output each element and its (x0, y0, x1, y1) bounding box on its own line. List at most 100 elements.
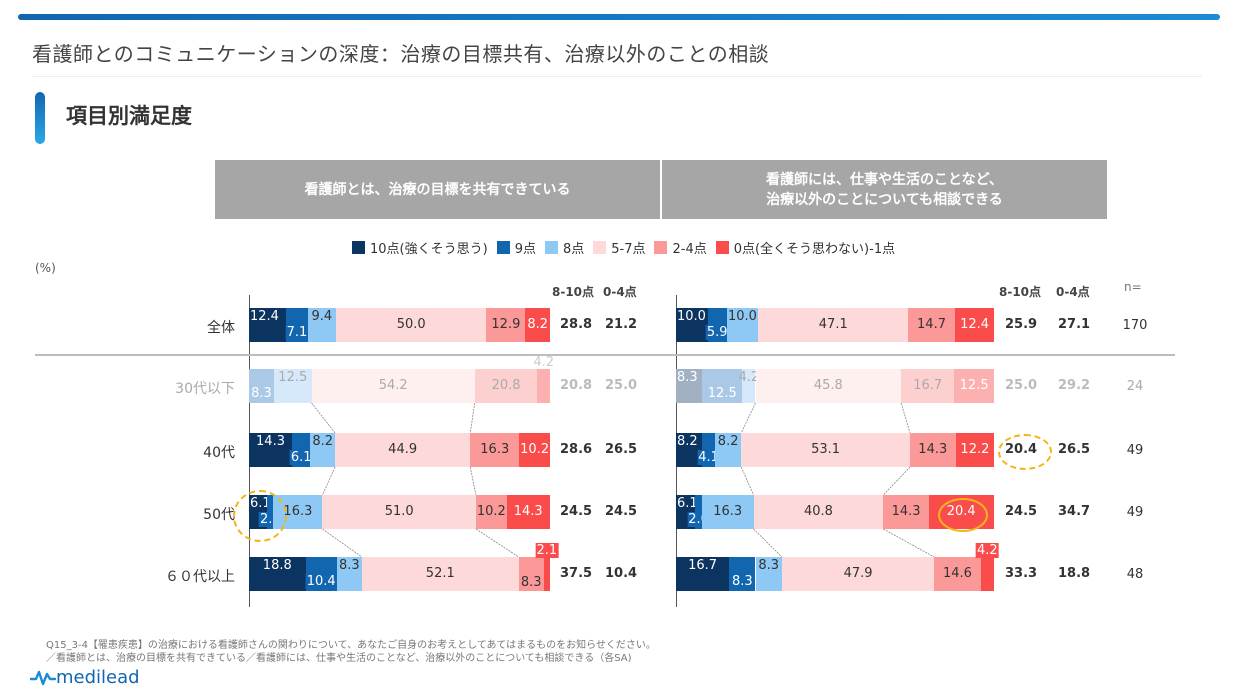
legend-item-p9: 9点 (496, 238, 536, 257)
segment-value-label: 12.5 (278, 370, 308, 385)
connector-line (322, 466, 336, 496)
legend-label: 2-4点 (672, 242, 707, 257)
section-accent-bar (35, 92, 45, 144)
legend-label: 9点 (514, 242, 536, 257)
segment-value-label: 16.3 (480, 442, 510, 457)
sample-size: 49 (1126, 443, 1144, 458)
bar-segment-p24 (518, 557, 544, 591)
segment-value-label: 12.9 (491, 317, 521, 332)
top-box-value: 28.6 (560, 442, 593, 457)
segment-value-label: 8.2 (717, 434, 739, 449)
bar-segment-p24 (901, 369, 955, 403)
section-title: 項目別満足度 (66, 104, 192, 128)
bar-segment-p57 (781, 557, 935, 591)
segment-value-label: 12.5 (959, 378, 989, 393)
bottom-box-value: 29.2 (1058, 378, 1091, 393)
connector-line (740, 466, 754, 496)
segment-value-label: 18.8 (262, 558, 292, 573)
row-label: 全体 (207, 320, 235, 336)
bar-segment-p24 (486, 308, 526, 342)
connector-line (883, 528, 935, 558)
bar-segment-p8 (715, 433, 742, 467)
top-box-value: 25.0 (1005, 378, 1038, 393)
segment-value-label: 7.1 (285, 325, 309, 340)
page-title: 看護師とのコミュニケーションの深度：治療の目標共有、治療以外のことの相談 (32, 42, 770, 66)
bar-segment-p57 (741, 433, 911, 467)
logo-text: medilead (56, 667, 140, 688)
bar-segment-p8 (701, 495, 754, 529)
connector-line (753, 528, 783, 558)
segment-value-label: 40.8 (803, 504, 833, 519)
title-divider (32, 76, 1202, 77)
bar-segment-p24 (475, 495, 507, 529)
segment-value-label: 14.3 (891, 504, 921, 519)
segment-value-label: 54.2 (378, 378, 408, 393)
panel-header-non-treatment-consult: 看護師には、仕事や生活のことなど、 治療以外のことについても相談できる (662, 160, 1107, 219)
bar-segment-p57 (335, 308, 487, 342)
bar-segment-p8 (307, 308, 336, 342)
bottom-box-value: 24.5 (605, 504, 638, 519)
segment-value-label: 4.1 (697, 450, 720, 465)
bar-segment-p01 (955, 433, 995, 467)
bar-segment-p01 (506, 495, 550, 529)
segment-value-label: 8.3 (730, 574, 754, 589)
segment-value-label: 16.3 (713, 504, 743, 519)
legend-label: 5-7点 (611, 242, 646, 257)
segment-value-label: 8.2 (676, 434, 699, 449)
row-label: 30代以下 (175, 381, 235, 397)
legend-swatch (715, 241, 729, 254)
segment-value-label: 20.8 (491, 378, 521, 393)
segment-value-label: 14.3 (918, 442, 948, 457)
highlight-ring (938, 498, 988, 532)
segment-value-label: 10.2 (520, 442, 550, 457)
bar-segment-p01 (954, 369, 994, 403)
bottom-box-value: 10.4 (605, 566, 638, 581)
bar-segment-p01 (519, 433, 550, 467)
bar-segment-p01 (525, 308, 550, 342)
top-box-value: 24.5 (560, 504, 593, 519)
total-row-divider (35, 354, 1175, 356)
segment-value-label: 4.2 (738, 370, 760, 385)
bar-segment-p01 (980, 557, 994, 591)
legend-label: 8点 (562, 242, 585, 257)
legend-swatch (544, 241, 558, 254)
segment-value-label: 14.3 (513, 504, 543, 519)
footnote: Q15_3-4【罹患疾患】の治療における看護師さんの関わりについて、あなたご自身… (46, 640, 656, 664)
segment-value-label: 8.2 (527, 317, 548, 332)
chart-legend: 10点(強くそう思う) 9点 8点 5-7点 2-4点 0点(全くそう思わない)-1点 (352, 238, 904, 257)
segment-value-label: 47.9 (843, 566, 873, 581)
panel-header-goal-sharing: 看護師とは、治療の目標を共有できている (215, 160, 660, 219)
segment-value-label: 6.1 (289, 450, 313, 465)
segment-value-label: 8.3 (339, 558, 360, 573)
segment-value-label: 4.2 (975, 543, 999, 558)
segment-value-label: 10.0 (727, 309, 757, 324)
col-header-8-10-left: 8-10点 (552, 285, 595, 299)
bar-segment-p57 (335, 433, 471, 467)
legend-item-p57: 5-7点 (593, 238, 645, 257)
segment-value-label: 47.1 (818, 317, 848, 332)
bar-segment-p24 (883, 495, 929, 529)
col-header-0-4-right: 0-4点 (1056, 285, 1090, 299)
segment-value-label: 10.2 (476, 504, 506, 519)
bar-segment-p8 (336, 557, 362, 591)
connector-line (740, 402, 756, 434)
segment-value-label: 52.1 (425, 566, 455, 581)
segment-value-label: 5.9 (705, 325, 729, 340)
bar-segment-p10 (249, 433, 293, 467)
col-header-0-4-left: 0-4点 (603, 285, 637, 299)
bar-segment-p8 (742, 369, 756, 403)
bar-segment-p57 (311, 369, 475, 403)
bar-segment-p57 (361, 557, 519, 591)
segment-value-label: 14.7 (917, 317, 946, 332)
bar-segment-p24 (910, 433, 956, 467)
top-box-value: 28.8 (560, 317, 593, 332)
row-label: 40代 (203, 445, 235, 461)
legend-item-p10: 10点(強くそう思う) (352, 238, 488, 257)
highlight-ring (233, 490, 287, 542)
bottom-box-value: 27.1 (1058, 317, 1091, 332)
col-header-8-10-right: 8-10点 (999, 285, 1042, 299)
legend-item-p01: 0点(全くそう思わない)-1点 (715, 238, 896, 257)
legend-label: 0点(全くそう思わない)-1点 (733, 242, 896, 257)
segment-value-label: 4.2 (533, 355, 555, 370)
sample-size: 24 (1126, 379, 1144, 394)
